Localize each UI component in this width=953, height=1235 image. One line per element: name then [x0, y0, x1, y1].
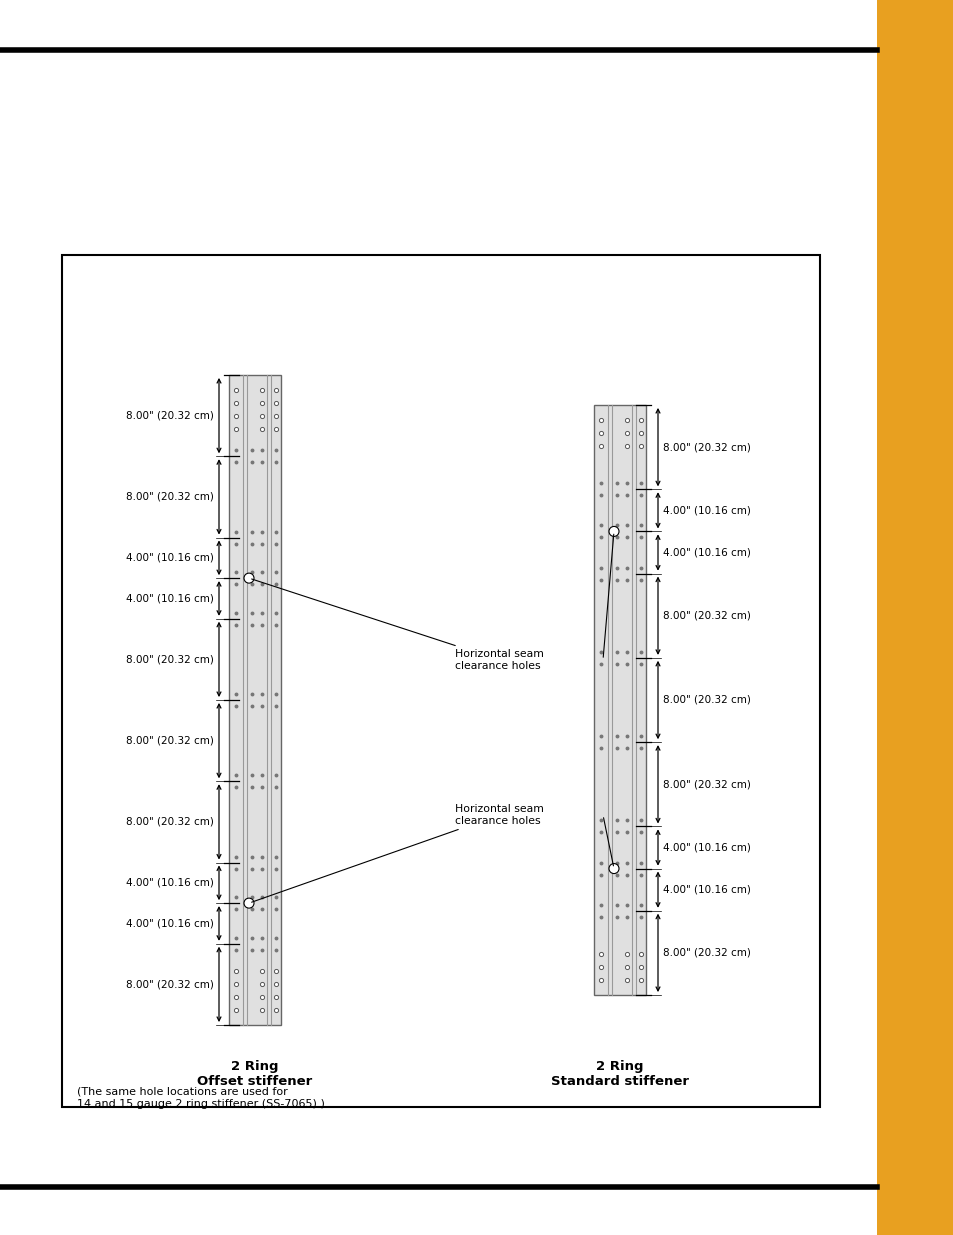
Text: 8.00" (20.32 cm): 8.00" (20.32 cm) — [126, 410, 213, 421]
Text: 4.00" (10.16 cm): 4.00" (10.16 cm) — [662, 505, 750, 515]
Text: 8.00" (20.32 cm): 8.00" (20.32 cm) — [662, 779, 750, 789]
Text: 8.00" (20.32 cm): 8.00" (20.32 cm) — [126, 979, 213, 989]
Circle shape — [244, 898, 253, 908]
Text: 4.00" (10.16 cm): 4.00" (10.16 cm) — [126, 594, 213, 604]
Text: 4.00" (10.16 cm): 4.00" (10.16 cm) — [126, 878, 213, 888]
Text: 4.00" (10.16 cm): 4.00" (10.16 cm) — [662, 842, 750, 852]
Text: 2 Ring
Standard stiffener: 2 Ring Standard stiffener — [551, 1060, 688, 1088]
Text: 4.00" (10.16 cm): 4.00" (10.16 cm) — [662, 547, 750, 557]
Text: 4.00" (10.16 cm): 4.00" (10.16 cm) — [126, 919, 213, 929]
Text: 4.00" (10.16 cm): 4.00" (10.16 cm) — [662, 884, 750, 894]
Circle shape — [608, 863, 618, 873]
Text: 8.00" (20.32 cm): 8.00" (20.32 cm) — [662, 695, 750, 705]
Text: 8.00" (20.32 cm): 8.00" (20.32 cm) — [126, 492, 213, 501]
Text: 4.00" (10.16 cm): 4.00" (10.16 cm) — [126, 553, 213, 563]
Text: 8.00" (20.32 cm): 8.00" (20.32 cm) — [662, 442, 750, 452]
Bar — [594, 405, 645, 995]
Text: 8.00" (20.32 cm): 8.00" (20.32 cm) — [126, 736, 213, 746]
Text: 8.00" (20.32 cm): 8.00" (20.32 cm) — [126, 655, 213, 664]
Bar — [62, 254, 820, 1107]
Text: 8.00" (20.32 cm): 8.00" (20.32 cm) — [662, 947, 750, 958]
Circle shape — [608, 526, 618, 536]
Text: 8.00" (20.32 cm): 8.00" (20.32 cm) — [126, 816, 213, 827]
Text: 8.00" (20.32 cm): 8.00" (20.32 cm) — [662, 611, 750, 621]
Text: Horizontal seam
clearance holes: Horizontal seam clearance holes — [252, 579, 543, 671]
Text: Horizontal seam
clearance holes: Horizontal seam clearance holes — [252, 804, 543, 903]
Circle shape — [244, 573, 253, 583]
Text: (The same hole locations are used for
14 and 15 gauge 2 ring stiffener (SS-7065): (The same hole locations are used for 14… — [77, 1087, 325, 1109]
Text: 2 Ring
Offset stiffener: 2 Ring Offset stiffener — [197, 1060, 313, 1088]
Bar — [229, 375, 281, 1025]
Bar — [876, 0, 953, 1235]
